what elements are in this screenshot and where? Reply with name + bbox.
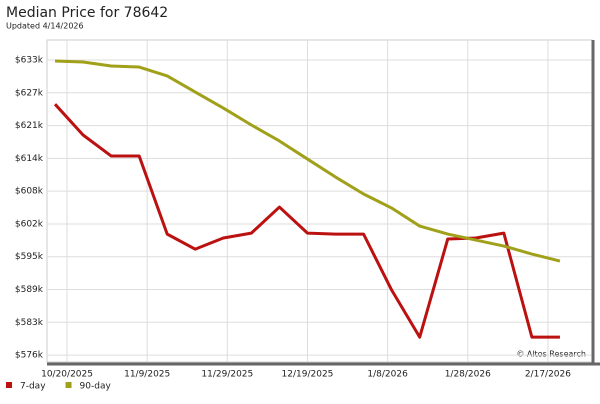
y-tick-label: $589k [15,285,44,295]
line-series [53,103,560,339]
x-tick-label: 11/29/2025 [201,370,253,380]
x-tick-label: 10/20/2025 [41,370,93,380]
y-tick-label: $627k [15,88,44,98]
y-tick-label: $633k [15,56,44,66]
x-tick-label: 2/17/2026 [525,370,571,380]
x-tick-label: 11/9/2025 [124,370,170,380]
legend-label: 7-day [20,382,46,392]
y-tick-label: $608k [15,187,44,197]
legend-swatch [65,382,72,388]
x-tick-label: 1/8/2026 [367,370,408,380]
annotation: © Altos Research [516,350,586,359]
plot-area [46,39,593,363]
y-tick-label: $583k [15,318,44,328]
line-series [54,59,561,263]
y-tick-label: $602k [15,219,44,229]
x-tick-label: 1/28/2026 [445,370,491,380]
y-tick-label: $595k [15,252,44,262]
chart-title: Median Price for 78642 [6,5,168,21]
legend-swatch [6,382,12,388]
chart-subtitle: Updated 4/14/2026 [6,22,84,31]
y-tick-label: $621k [15,121,44,131]
y-tick-label: $614k [15,154,44,164]
legend-label: 90-day [80,382,112,392]
x-tick-label: 12/19/2025 [282,370,334,380]
y-tick-label: $576k [15,351,44,361]
